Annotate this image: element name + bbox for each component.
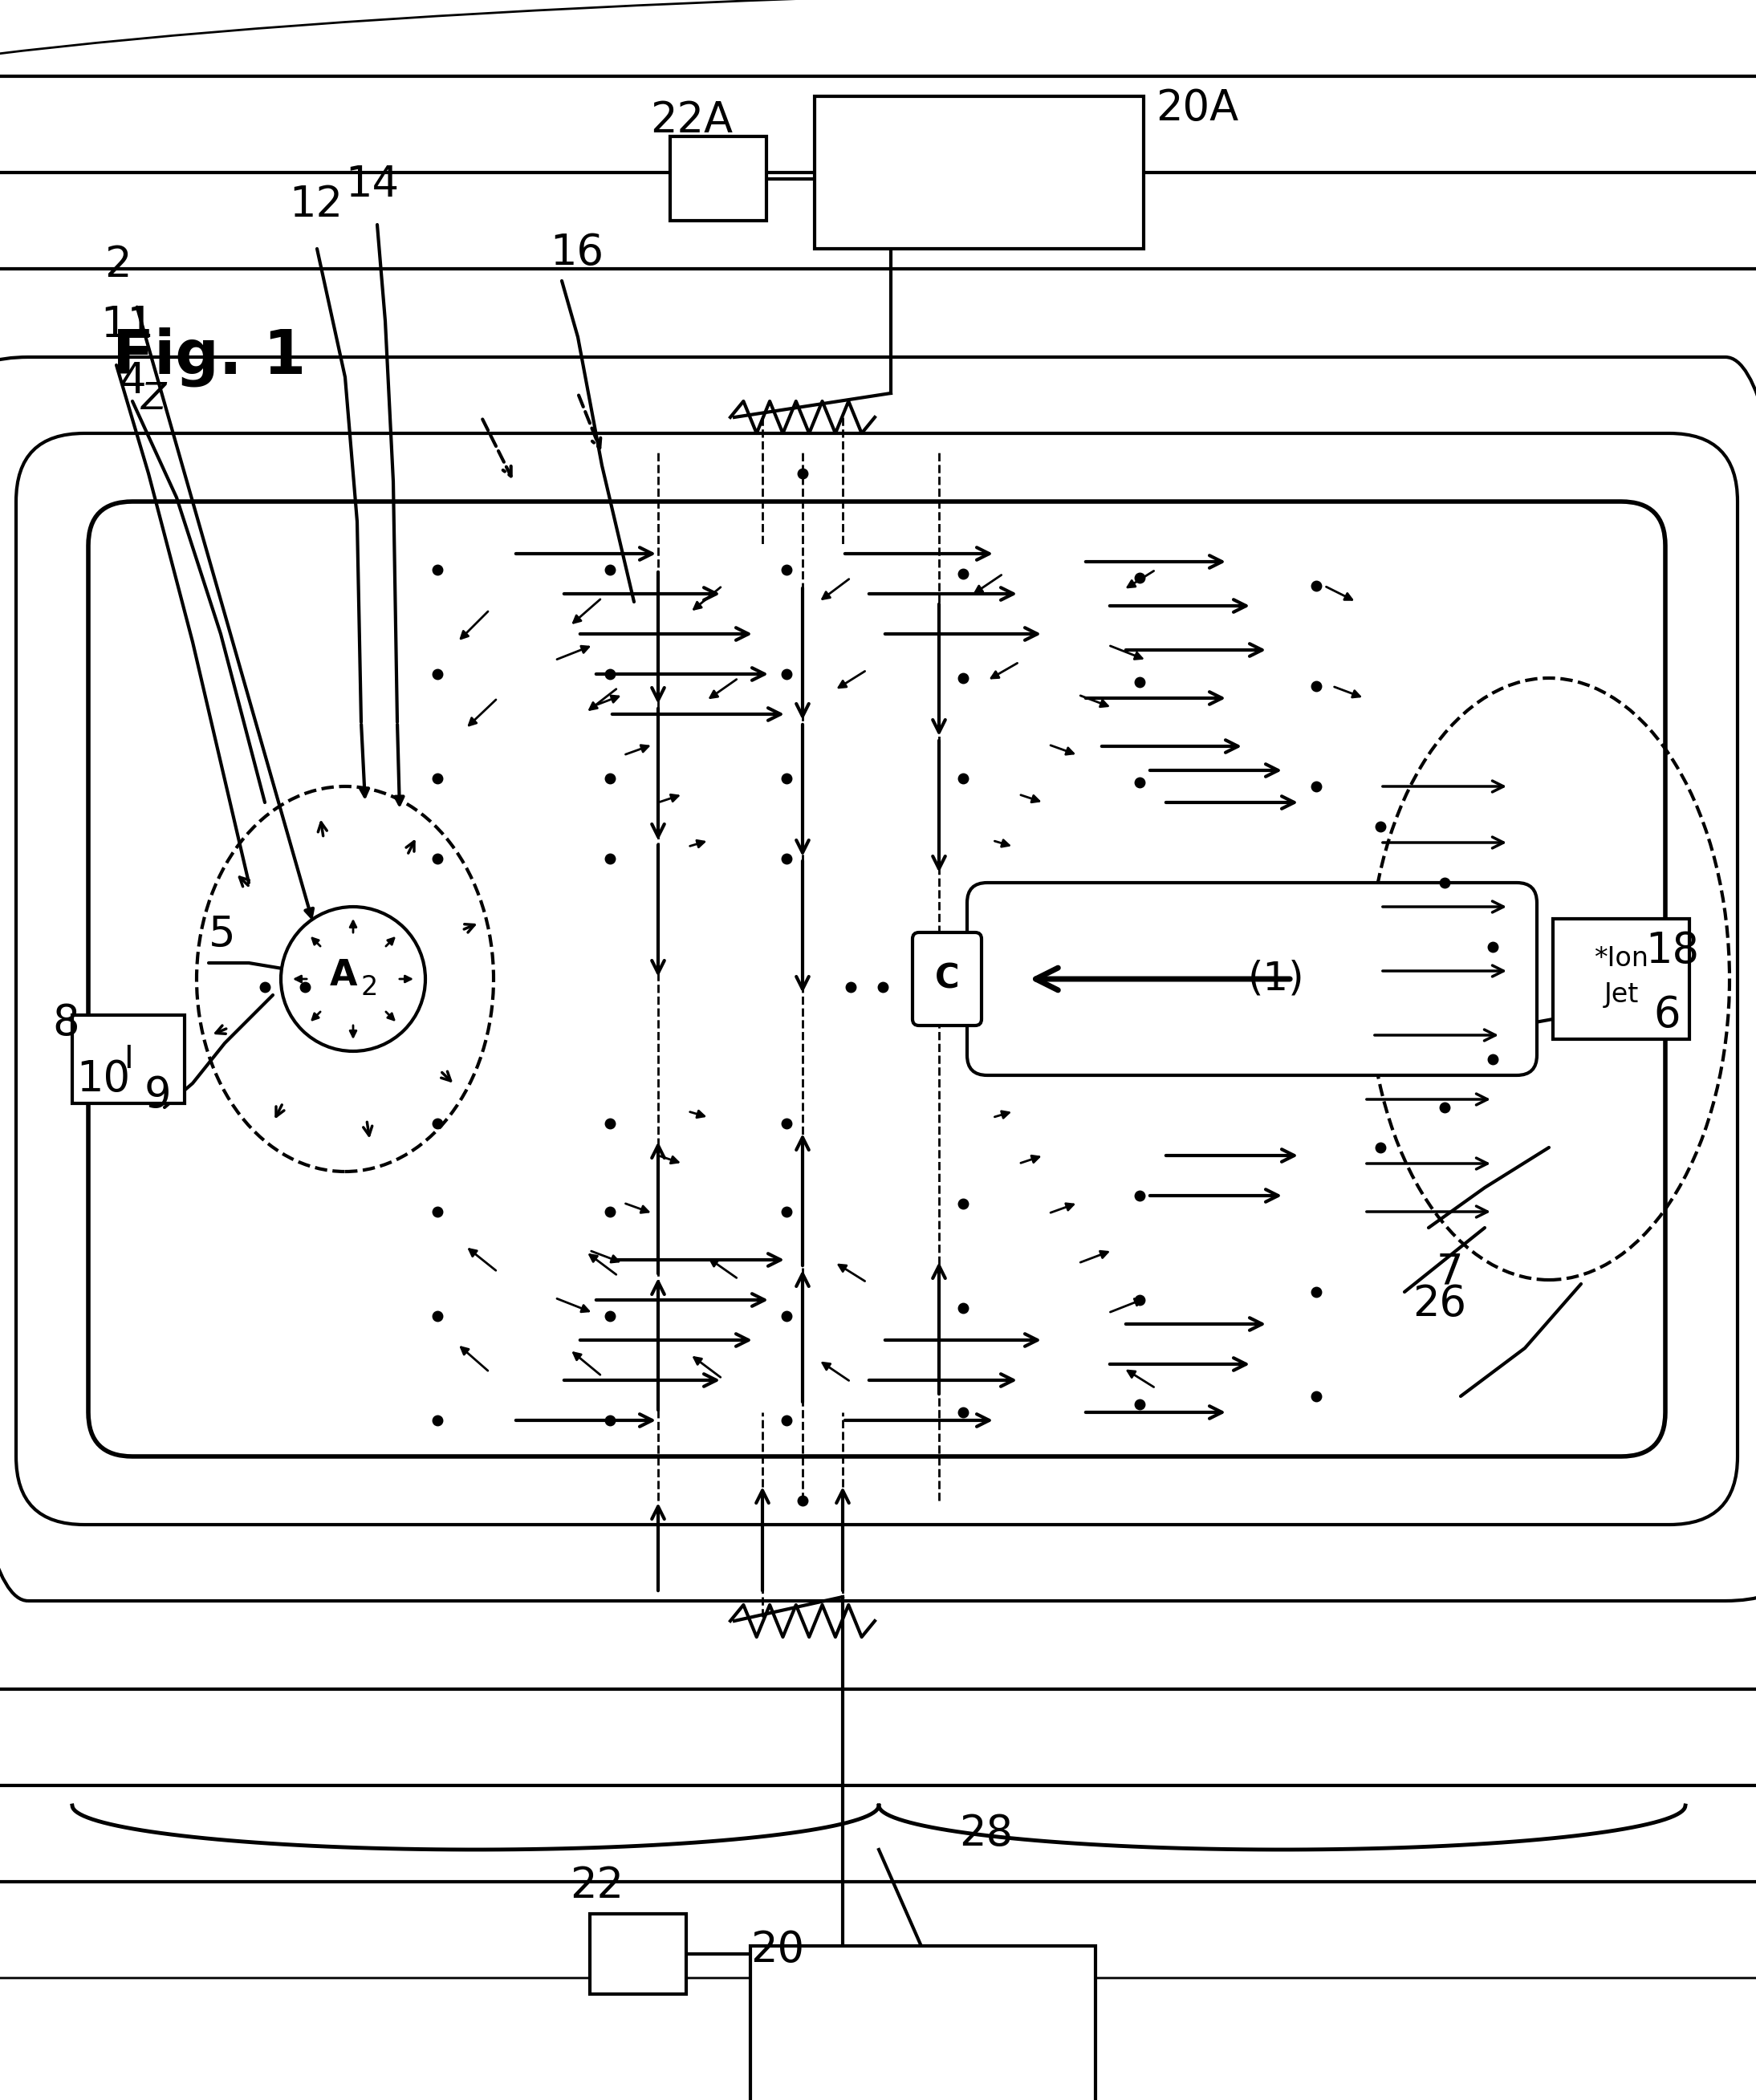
FancyBboxPatch shape xyxy=(88,502,1665,1457)
FancyBboxPatch shape xyxy=(968,882,1536,1075)
Text: 2: 2 xyxy=(360,974,378,1000)
FancyBboxPatch shape xyxy=(750,1947,1096,2100)
Text: 16: 16 xyxy=(550,231,604,273)
Text: 7: 7 xyxy=(1436,1252,1463,1294)
Text: 2: 2 xyxy=(104,244,132,286)
Text: 28: 28 xyxy=(959,1812,1013,1854)
Text: 20A: 20A xyxy=(1155,88,1238,130)
Text: 5: 5 xyxy=(209,914,235,956)
Text: 9: 9 xyxy=(144,1075,172,1117)
Text: 8: 8 xyxy=(53,1002,79,1044)
Text: 22A: 22A xyxy=(650,99,732,141)
Text: I: I xyxy=(123,1044,133,1075)
Text: C: C xyxy=(934,962,959,995)
Text: 14: 14 xyxy=(346,164,399,206)
FancyBboxPatch shape xyxy=(913,932,982,1025)
Text: 4: 4 xyxy=(119,361,146,401)
Text: 12: 12 xyxy=(290,185,342,225)
Text: 11: 11 xyxy=(100,304,155,346)
Text: Z: Z xyxy=(140,382,165,418)
Text: 22: 22 xyxy=(569,1865,623,1907)
Ellipse shape xyxy=(281,907,425,1052)
Text: *Ion: *Ion xyxy=(1594,945,1649,972)
Text: 20: 20 xyxy=(750,1930,804,1970)
Text: Jet: Jet xyxy=(1603,983,1638,1008)
Text: 10: 10 xyxy=(76,1058,130,1100)
FancyBboxPatch shape xyxy=(671,136,766,220)
Text: 6: 6 xyxy=(1652,993,1680,1035)
FancyBboxPatch shape xyxy=(1552,920,1689,1040)
FancyBboxPatch shape xyxy=(590,1913,687,1995)
FancyBboxPatch shape xyxy=(815,97,1143,248)
Text: A: A xyxy=(330,958,356,991)
Text: 18: 18 xyxy=(1645,930,1700,972)
FancyBboxPatch shape xyxy=(72,1014,184,1103)
Text: (1): (1) xyxy=(1249,960,1305,998)
Text: Fig. 1: Fig. 1 xyxy=(112,328,306,386)
Text: 26: 26 xyxy=(1412,1283,1466,1325)
